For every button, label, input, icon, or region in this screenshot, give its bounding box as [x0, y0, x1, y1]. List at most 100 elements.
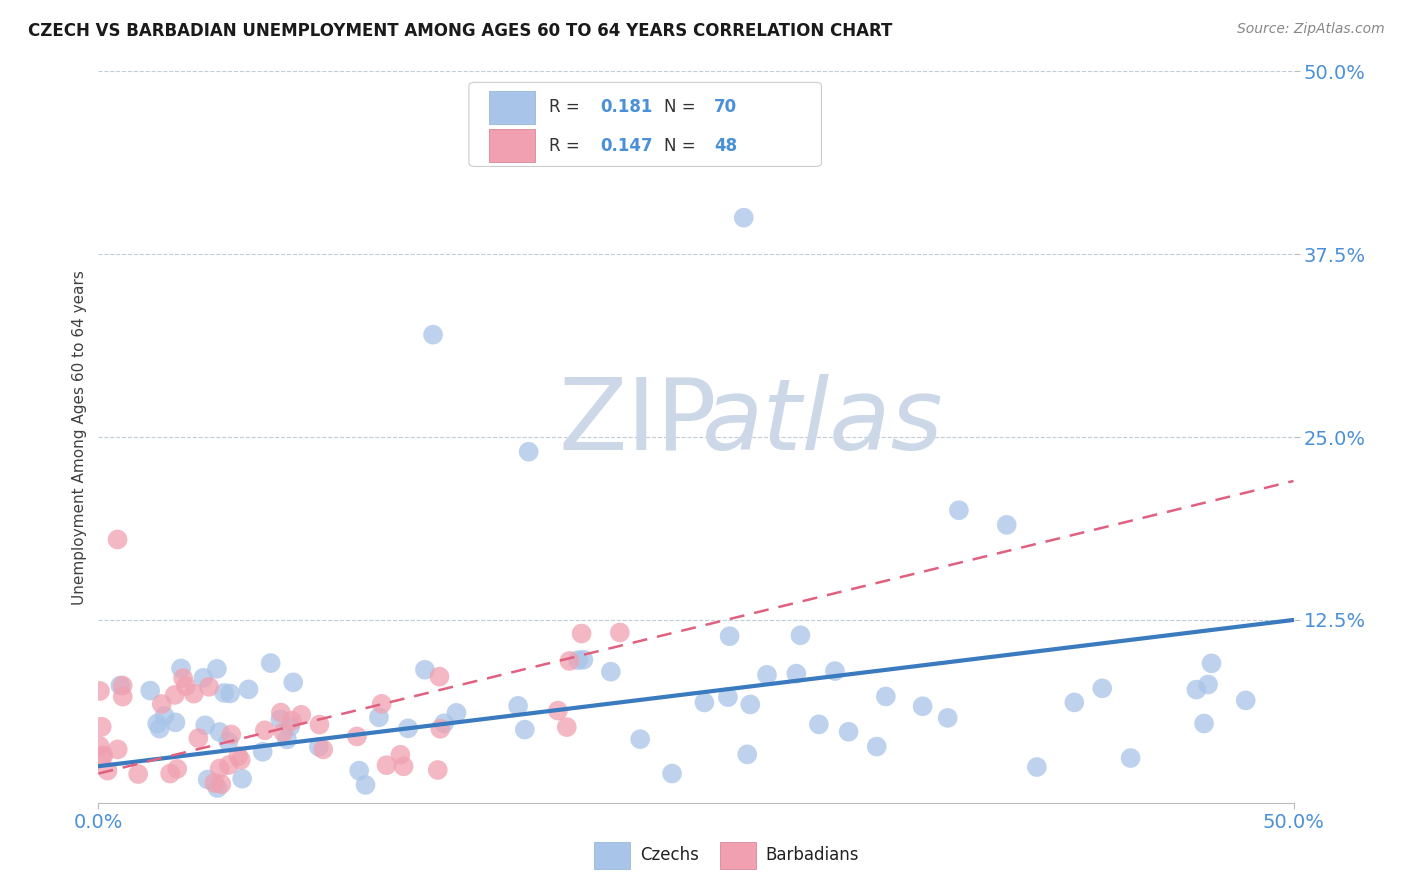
Point: [89, 684, 111, 698]
Point: [1234, 693, 1257, 707]
Point: [785, 666, 807, 681]
Point: [218, 758, 240, 772]
Point: [354, 778, 377, 792]
Point: [217, 735, 239, 749]
Point: [202, 776, 225, 790]
Point: [733, 211, 755, 225]
Bar: [595, 842, 630, 869]
Point: [936, 711, 959, 725]
Point: [396, 722, 419, 736]
Point: [170, 661, 193, 675]
Text: 70: 70: [714, 98, 737, 117]
Point: [312, 742, 335, 756]
Point: [111, 679, 134, 693]
Point: [789, 628, 811, 642]
Point: [270, 706, 292, 720]
Point: [866, 739, 889, 754]
Point: [628, 732, 651, 747]
Point: [281, 714, 304, 728]
Point: [517, 444, 540, 458]
Y-axis label: Unemployment Among Ages 60 to 64 years: Unemployment Among Ages 60 to 64 years: [72, 269, 87, 605]
Point: [375, 758, 398, 772]
Point: [278, 720, 301, 734]
Bar: [489, 129, 534, 162]
Point: [207, 780, 229, 795]
Point: [547, 704, 569, 718]
Text: CZECH VS BARBADIAN UNEMPLOYMENT AMONG AGES 60 TO 64 YEARS CORRELATION CHART: CZECH VS BARBADIAN UNEMPLOYMENT AMONG AG…: [28, 22, 893, 40]
Text: R =: R =: [548, 98, 585, 117]
Point: [107, 742, 129, 756]
Point: [389, 747, 412, 762]
Point: [308, 717, 330, 731]
Bar: [720, 842, 756, 869]
Point: [1185, 682, 1208, 697]
Point: [165, 715, 187, 730]
Point: [718, 629, 741, 643]
Point: [446, 706, 468, 720]
Point: [183, 687, 205, 701]
Point: [1192, 716, 1215, 731]
Point: [260, 656, 283, 670]
Bar: [489, 91, 534, 124]
Point: [571, 626, 593, 640]
Text: N =: N =: [664, 98, 700, 117]
Point: [193, 671, 215, 685]
Point: [229, 753, 252, 767]
Point: [290, 707, 312, 722]
Point: [221, 727, 243, 741]
Point: [506, 698, 529, 713]
Point: [368, 710, 391, 724]
Text: atlas: atlas: [702, 374, 943, 471]
Text: N =: N =: [664, 136, 700, 155]
Point: [370, 697, 392, 711]
Text: Source: ZipAtlas.com: Source: ZipAtlas.com: [1237, 22, 1385, 37]
Point: [276, 732, 298, 747]
Text: 0.147: 0.147: [600, 136, 652, 155]
Point: [426, 763, 449, 777]
Point: [127, 767, 149, 781]
Point: [111, 690, 134, 704]
Point: [93, 748, 115, 763]
Point: [150, 697, 173, 711]
Point: [567, 653, 589, 667]
Point: [89, 739, 111, 753]
Point: [513, 723, 536, 737]
Point: [1201, 657, 1223, 671]
Point: [226, 749, 249, 764]
Text: ZIP: ZIP: [558, 374, 717, 471]
Point: [90, 720, 112, 734]
Point: [756, 668, 779, 682]
Point: [205, 662, 228, 676]
Point: [269, 712, 291, 726]
Point: [149, 722, 172, 736]
Point: [693, 696, 716, 710]
Point: [187, 731, 209, 746]
Point: [558, 654, 581, 668]
Point: [1063, 695, 1085, 709]
Point: [1197, 677, 1219, 691]
Point: [413, 663, 436, 677]
Text: 48: 48: [714, 136, 737, 155]
Point: [208, 762, 231, 776]
Point: [172, 671, 194, 685]
Point: [96, 764, 118, 778]
Point: [599, 665, 621, 679]
Point: [661, 766, 683, 780]
Point: [347, 764, 370, 778]
Point: [166, 762, 188, 776]
Point: [824, 664, 846, 678]
Point: [948, 503, 970, 517]
FancyBboxPatch shape: [470, 82, 821, 167]
Point: [159, 766, 181, 780]
Text: R =: R =: [548, 136, 585, 155]
Text: 0.181: 0.181: [600, 98, 652, 117]
Text: Barbadians: Barbadians: [765, 847, 859, 864]
Point: [740, 698, 762, 712]
Point: [208, 725, 231, 739]
Point: [271, 725, 294, 739]
Point: [283, 675, 305, 690]
Point: [197, 772, 219, 787]
Point: [231, 772, 253, 786]
Point: [163, 688, 186, 702]
Point: [252, 745, 274, 759]
